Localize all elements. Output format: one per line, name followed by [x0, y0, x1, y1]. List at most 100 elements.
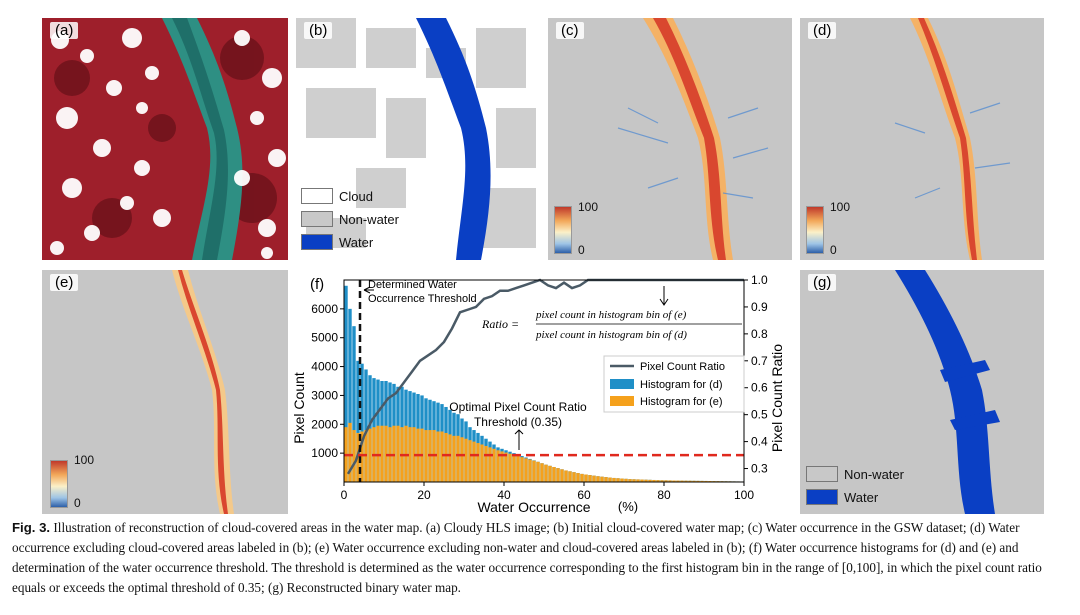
y2-axis-label: Pixel Count Ratio	[769, 344, 785, 452]
hist-e-bar	[684, 480, 688, 482]
hist-e-bar	[440, 431, 444, 482]
legend-non-water-label: Non-water	[339, 211, 399, 227]
ratio-numerator: pixel count in histogram bin of (e)	[535, 309, 687, 321]
hist-e-bar	[652, 479, 656, 482]
caption-text: Illustration of reconstruction of cloud-…	[12, 520, 1042, 595]
water-occurrence-excl-cloud	[894, 18, 1011, 260]
hist-e-bar	[704, 480, 708, 482]
hist-d-bar	[348, 308, 352, 482]
hist-e-bar	[500, 451, 504, 482]
colorbar-c-max: 100	[578, 200, 599, 214]
panel-label-d: (d)	[808, 22, 837, 39]
hist-e-bar	[480, 444, 484, 482]
hist-e-bar	[644, 479, 648, 482]
g-non-water-swatch	[806, 466, 838, 482]
hist-e-bar	[608, 477, 612, 482]
hist-e-bar	[512, 454, 516, 482]
hist-e-bar	[680, 480, 684, 482]
legend-hist-d: Histogram for (d)	[640, 379, 723, 391]
hist-e-bar	[568, 471, 572, 482]
legend-hist-e: Histogram for (e)	[640, 396, 723, 408]
hist-e-bar	[444, 432, 448, 482]
hist-e-bar	[540, 463, 544, 482]
hist-e-bar	[456, 435, 460, 482]
colorbar-e-min: 0	[74, 496, 81, 510]
hist-e-bar	[472, 441, 476, 482]
panel-c-map: (c) 100 0	[548, 18, 792, 260]
y-tick-label: 3000	[311, 388, 338, 402]
hist-e-bar	[360, 431, 364, 482]
hist-e-bar	[628, 479, 632, 482]
g-legend-non-water-label: Non-water	[844, 466, 904, 482]
ratio-arrow	[659, 286, 669, 306]
determined-annotation-line1: Determined Water	[368, 279, 457, 291]
legend-cloud: Cloud	[301, 188, 373, 204]
legend-g-water: Water	[806, 489, 878, 505]
legend-cloud-label: Cloud	[339, 188, 373, 204]
hist-e-bar	[668, 480, 672, 482]
panel-label-a: (a)	[50, 22, 79, 39]
water-occurrence-gsw	[617, 18, 769, 260]
figure-label: Fig. 3.	[12, 520, 51, 535]
hist-e-bar	[496, 450, 500, 482]
legend-g-non-water: Non-water	[806, 466, 904, 482]
hist-e-bar	[520, 457, 524, 482]
hist-e-bar	[600, 476, 604, 482]
non-water-swatch	[301, 211, 333, 227]
hist-e-bar	[580, 473, 584, 482]
hist-e-bar	[584, 474, 588, 482]
hist-e-bar	[484, 445, 488, 482]
x-tick-label: 80	[657, 488, 671, 502]
legend-water: Water	[301, 234, 373, 250]
y-tick-label: 5000	[311, 331, 338, 345]
panel-label-g: (g)	[808, 274, 837, 291]
hist-e-bar	[560, 469, 564, 482]
colorbar-d	[806, 206, 824, 254]
hist-e-bar	[636, 479, 640, 482]
colorbar-e	[50, 460, 68, 508]
y-axis-label: Pixel Count	[291, 372, 307, 444]
hist-e-bar	[676, 480, 680, 482]
hist-d-bar	[356, 360, 360, 482]
optimal-annotation-line2: Threshold (0.35)	[474, 415, 562, 429]
y2-tick-label: 1.0	[751, 273, 768, 287]
hist-e-bar	[556, 468, 560, 482]
hist-e-bar	[660, 480, 664, 482]
hist-e-bar	[492, 448, 496, 482]
hist-e-bar	[588, 475, 592, 482]
ratio-denominator: pixel count in histogram bin of (d)	[535, 329, 687, 341]
panel-label-b: (b)	[304, 22, 333, 39]
panel-e-map: (e) 100 0	[42, 270, 288, 514]
x-axis-label: Water Occurrence	[477, 499, 590, 515]
water-occurrence-excl-nonwater-cloud	[172, 270, 234, 514]
g-legend-water-label: Water	[844, 489, 879, 505]
y2-tick-label: 0.6	[751, 381, 768, 395]
hist-e-bar	[536, 461, 540, 482]
legend-d-swatch	[610, 379, 634, 389]
x-tick-label: 0	[341, 488, 348, 502]
hist-e-bar	[508, 453, 512, 482]
hist-e-bar	[616, 478, 620, 482]
hist-e-bar	[544, 464, 548, 482]
determined-annotation-line2: Occurrence Threshold	[368, 293, 477, 305]
hist-e-bar	[408, 427, 412, 482]
ratio-prefix: Ratio =	[481, 317, 519, 331]
hist-e-bar	[468, 440, 472, 482]
hist-e-bar	[436, 431, 440, 482]
hist-e-bar	[460, 437, 464, 482]
figure-caption: Fig. 3. Illustration of reconstruction o…	[12, 518, 1070, 598]
hist-e-bar	[532, 460, 536, 482]
x-tick-label: 20	[417, 488, 431, 502]
hist-e-bar	[688, 480, 692, 482]
hist-e-bar	[348, 422, 352, 482]
hist-e-bar	[524, 458, 528, 482]
y2-tick-label: 0.3	[751, 462, 768, 476]
hist-e-bar	[572, 472, 576, 482]
y-tick-label: 4000	[311, 360, 338, 374]
colorbar-e-max: 100	[74, 453, 95, 467]
hist-e-bar	[352, 430, 356, 482]
panel-label-c: (c)	[556, 22, 584, 39]
hist-e-bar	[620, 478, 624, 482]
pixel-count-ratio-line	[346, 278, 744, 475]
cloudy-hls-image	[42, 18, 288, 260]
